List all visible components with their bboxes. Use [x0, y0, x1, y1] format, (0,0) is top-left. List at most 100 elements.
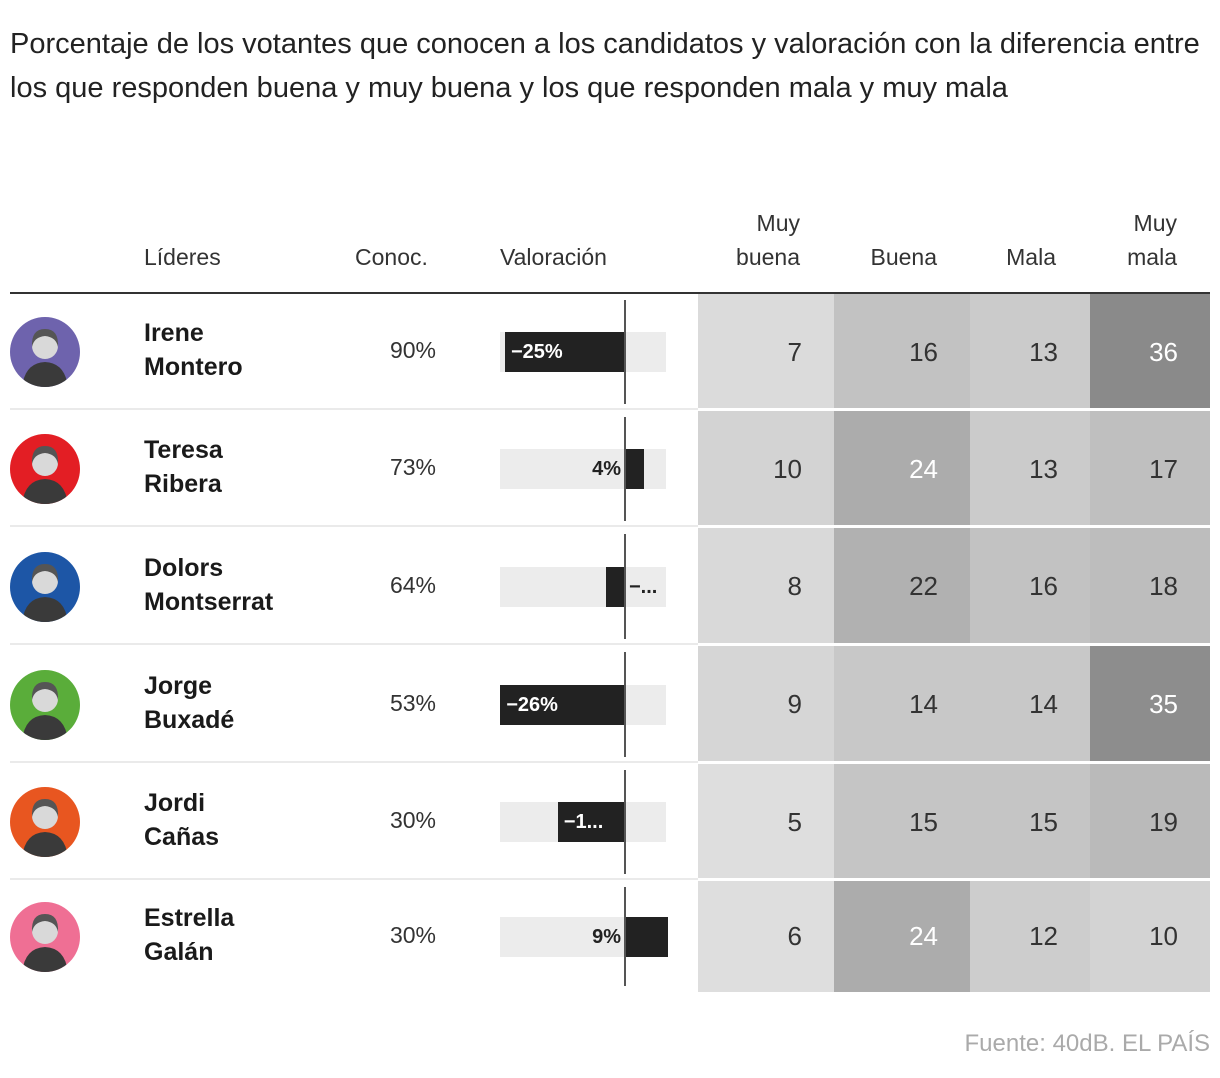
person-photo-icon [22, 329, 68, 387]
cell-muy-mala: 35 [1090, 646, 1210, 761]
header-valoracion: Valoración [500, 244, 607, 270]
cell-muy-mala: 10 [1090, 881, 1210, 992]
zero-axis-line [624, 887, 626, 986]
cell-mala: 13 [970, 411, 1090, 525]
candidate-name: Irene Montero [144, 316, 243, 384]
valoracion-label: 4% [592, 458, 621, 480]
candidate-first-name: Dolors [144, 553, 224, 582]
cell-muy-mala: 17 [1090, 411, 1210, 525]
valoracion-label: −1... [563, 811, 604, 833]
candidate-avatar [10, 551, 80, 622]
candidate-name: Dolors Montserrat [144, 551, 273, 619]
candidate-name: Jordi Cañas [144, 786, 219, 854]
candidate-last-name: Cañas [144, 823, 220, 851]
cell-muy-buena: 6 [698, 881, 834, 992]
row-divider [10, 643, 698, 645]
row-divider [10, 878, 698, 880]
candidate-name: Jorge Buxadé [144, 669, 234, 737]
candidate-last-name: Ribera [144, 470, 222, 498]
zero-axis-line [624, 534, 626, 639]
candidate-last-name: Galán [144, 937, 214, 966]
zero-axis-line [624, 652, 626, 757]
person-photo-icon [22, 563, 68, 622]
zero-axis-line [624, 300, 626, 404]
cell-mala: 15 [970, 764, 1090, 878]
zero-axis-line [624, 417, 626, 521]
table-row: Estrella Galán 30% 9% 6 24 12 10 [0, 881, 1220, 992]
candidate-last-name: Buxadé [144, 705, 235, 734]
valoracion-bar [557, 802, 625, 842]
header-buena: Buena [870, 244, 937, 270]
header-muy-buena-line2: buena [736, 244, 800, 270]
cell-muy-buena: 8 [698, 528, 834, 643]
candidate-first-name: Irene [144, 319, 204, 347]
row-divider [10, 408, 698, 410]
zero-axis-line [624, 770, 626, 874]
valoracion-label: −25% [511, 341, 563, 363]
cell-buena: 22 [834, 528, 970, 643]
header-muy-buena: Muy buena [736, 206, 800, 274]
candidate-first-name: Estrella [144, 903, 235, 932]
candidate-name: Estrella Galán [144, 901, 234, 969]
candidate-first-name: Teresa [144, 436, 223, 464]
candidate-avatar [10, 317, 80, 387]
candidate-last-name: Montserrat [144, 587, 274, 616]
cell-mala: 12 [970, 881, 1090, 992]
conoc-value: 73% [389, 454, 436, 480]
candidate-avatar [10, 787, 80, 857]
cell-muy-buena: 5 [698, 764, 834, 878]
source-note: Fuente: 40dB. EL PAÍS [964, 1030, 1210, 1057]
table-row: Teresa Ribera 73% 4% 10 24 13 17 [0, 411, 1220, 527]
header-mala: Mala [1006, 244, 1056, 270]
cell-muy-buena: 7 [698, 294, 834, 408]
conoc-value: 30% [389, 921, 436, 948]
table-row: Jorge Buxadé 53% −26% 9 14 14 35 [0, 646, 1220, 763]
header-muy-mala-line1: Muy [1133, 210, 1177, 236]
cell-mala: 13 [970, 294, 1090, 408]
cell-muy-mala: 18 [1090, 528, 1210, 643]
valoracion-label: −... [629, 575, 658, 598]
valoracion-bar [500, 684, 625, 725]
valoracion-bar [505, 332, 625, 372]
person-photo-icon [22, 681, 68, 740]
header-divider [10, 292, 1210, 294]
chart-title: Porcentaje de los votantes que conocen a… [10, 28, 1200, 104]
header-muy-mala-line2: mala [1127, 244, 1177, 270]
valoracion-bar [605, 566, 625, 607]
candidate-avatar [10, 669, 80, 740]
header-muy-buena-line1: Muy [756, 210, 800, 236]
row-divider [10, 525, 698, 527]
cell-buena: 24 [834, 411, 970, 525]
row-divider [10, 761, 698, 763]
conoc-value: 64% [389, 571, 436, 598]
cell-muy-mala: 19 [1090, 764, 1210, 878]
conoc-value: 30% [389, 807, 436, 833]
cell-muy-buena: 9 [698, 646, 834, 761]
candidate-last-name: Montero [144, 353, 243, 381]
candidate-avatar [10, 434, 80, 504]
table-row: Dolors Montserrat 64% −... 8 22 16 18 [0, 528, 1220, 645]
valoracion-bar [625, 916, 669, 957]
cell-muy-buena: 10 [698, 411, 834, 525]
header-conoc: Conoc. [355, 244, 428, 270]
candidate-avatar [10, 901, 80, 972]
person-photo-icon [22, 913, 68, 972]
candidate-first-name: Jorge [144, 671, 213, 700]
table-row: Irene Montero 90% −25% 7 16 13 36 [0, 294, 1220, 410]
cell-buena: 16 [834, 294, 970, 408]
table-row: Jordi Cañas 30% −1... 5 15 15 19 [0, 764, 1220, 880]
valoracion-bar [625, 449, 645, 489]
valoracion-label: 9% [592, 925, 621, 948]
header-muy-mala: Muy mala [1127, 206, 1177, 274]
cell-mala: 16 [970, 528, 1090, 643]
cell-buena: 14 [834, 646, 970, 761]
person-photo-icon [22, 446, 68, 504]
candidate-name: Teresa Ribera [144, 433, 223, 501]
conoc-value: 90% [389, 337, 436, 363]
cell-buena: 24 [834, 881, 970, 992]
candidate-first-name: Jordi [144, 789, 206, 817]
conoc-value: 53% [389, 689, 436, 716]
cell-mala: 14 [970, 646, 1090, 761]
valoracion-label: −26% [506, 693, 558, 716]
